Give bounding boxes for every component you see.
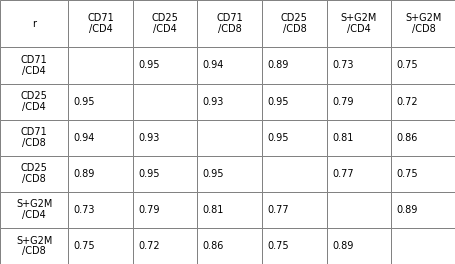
Text: CD71
/CD4: CD71 /CD4 — [20, 55, 47, 76]
Text: 0.95: 0.95 — [138, 60, 159, 70]
Text: S+G2M
/CD8: S+G2M /CD8 — [404, 13, 441, 34]
Bar — [326, 192, 390, 228]
Bar — [262, 120, 326, 156]
Bar — [0, 0, 68, 48]
Text: 0.89: 0.89 — [331, 241, 353, 251]
Text: S+G2M
/CD8: S+G2M /CD8 — [16, 235, 52, 256]
Bar — [390, 192, 455, 228]
Text: 0.77: 0.77 — [331, 169, 353, 179]
Text: 0.81: 0.81 — [202, 205, 223, 215]
Text: 0.75: 0.75 — [396, 60, 417, 70]
Text: 0.73: 0.73 — [73, 205, 95, 215]
Text: r: r — [32, 19, 36, 29]
Bar — [68, 48, 132, 83]
Bar — [68, 120, 132, 156]
Text: CD71
/CD8: CD71 /CD8 — [216, 13, 243, 34]
Bar — [262, 48, 326, 83]
Text: 0.89: 0.89 — [396, 205, 417, 215]
Text: CD25
/CD8: CD25 /CD8 — [20, 163, 47, 184]
Text: CD71
/CD8: CD71 /CD8 — [20, 127, 47, 148]
Text: S+G2M
/CD4: S+G2M /CD4 — [340, 13, 376, 34]
Bar — [390, 0, 455, 48]
Bar — [132, 192, 197, 228]
Text: 0.93: 0.93 — [202, 97, 223, 107]
Text: 0.81: 0.81 — [331, 133, 353, 143]
Bar — [326, 156, 390, 192]
Bar — [262, 192, 326, 228]
Text: CD25
/CD4: CD25 /CD4 — [20, 91, 47, 112]
Text: 0.94: 0.94 — [73, 133, 95, 143]
Bar — [262, 228, 326, 264]
Bar — [132, 228, 197, 264]
Bar — [68, 192, 132, 228]
Text: 0.89: 0.89 — [73, 169, 95, 179]
Bar — [68, 156, 132, 192]
Text: CD71
/CD4: CD71 /CD4 — [87, 13, 114, 34]
Text: 0.79: 0.79 — [331, 97, 353, 107]
Text: CD25
/CD8: CD25 /CD8 — [280, 13, 307, 34]
Bar — [326, 48, 390, 83]
Bar — [132, 156, 197, 192]
Bar — [68, 228, 132, 264]
Bar — [197, 83, 262, 120]
Text: 0.95: 0.95 — [267, 133, 288, 143]
Text: 0.75: 0.75 — [267, 241, 288, 251]
Bar — [197, 48, 262, 83]
Bar — [326, 228, 390, 264]
Text: 0.75: 0.75 — [73, 241, 95, 251]
Bar — [262, 83, 326, 120]
Bar — [0, 156, 68, 192]
Bar — [132, 0, 197, 48]
Text: 0.95: 0.95 — [267, 97, 288, 107]
Bar — [326, 0, 390, 48]
Bar — [0, 83, 68, 120]
Bar — [326, 83, 390, 120]
Bar — [390, 120, 455, 156]
Text: 0.94: 0.94 — [202, 60, 223, 70]
Text: 0.79: 0.79 — [138, 205, 159, 215]
Text: 0.75: 0.75 — [396, 169, 417, 179]
Bar — [132, 48, 197, 83]
Bar — [390, 156, 455, 192]
Text: 0.95: 0.95 — [138, 169, 159, 179]
Bar — [0, 192, 68, 228]
Bar — [197, 120, 262, 156]
Bar — [326, 120, 390, 156]
Text: CD25
/CD4: CD25 /CD4 — [152, 13, 178, 34]
Text: 0.73: 0.73 — [331, 60, 353, 70]
Text: 0.77: 0.77 — [267, 205, 288, 215]
Bar — [0, 48, 68, 83]
Bar — [197, 0, 262, 48]
Text: 0.86: 0.86 — [202, 241, 223, 251]
Text: 0.89: 0.89 — [267, 60, 288, 70]
Text: 0.95: 0.95 — [202, 169, 223, 179]
Text: 0.93: 0.93 — [138, 133, 159, 143]
Bar — [262, 156, 326, 192]
Bar — [0, 228, 68, 264]
Bar — [390, 48, 455, 83]
Text: 0.86: 0.86 — [396, 133, 417, 143]
Bar — [197, 192, 262, 228]
Bar — [132, 120, 197, 156]
Bar — [262, 0, 326, 48]
Text: 0.72: 0.72 — [396, 97, 417, 107]
Bar — [0, 120, 68, 156]
Text: 0.72: 0.72 — [138, 241, 159, 251]
Bar — [68, 83, 132, 120]
Text: S+G2M
/CD4: S+G2M /CD4 — [16, 200, 52, 220]
Bar — [132, 83, 197, 120]
Bar — [197, 228, 262, 264]
Bar — [390, 228, 455, 264]
Text: 0.95: 0.95 — [73, 97, 95, 107]
Bar — [68, 0, 132, 48]
Bar — [197, 156, 262, 192]
Bar — [390, 83, 455, 120]
